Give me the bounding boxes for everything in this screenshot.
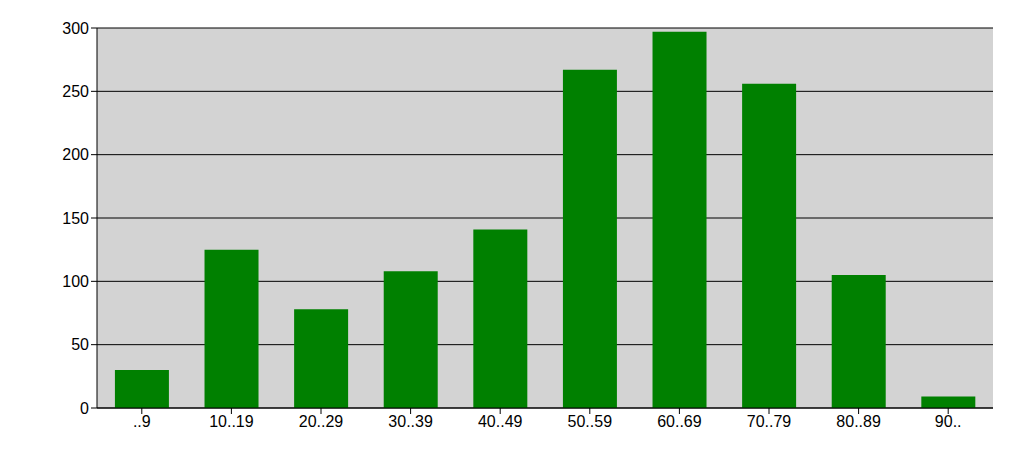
svg-text:50: 50 bbox=[71, 336, 89, 353]
svg-text:40..49: 40..49 bbox=[478, 413, 523, 430]
svg-text:50..59: 50..59 bbox=[568, 413, 613, 430]
svg-text:30..39: 30..39 bbox=[388, 413, 433, 430]
svg-text:200: 200 bbox=[62, 146, 89, 163]
svg-text:80..89: 80..89 bbox=[836, 413, 881, 430]
svg-text:250: 250 bbox=[62, 83, 89, 100]
svg-text:20..29: 20..29 bbox=[299, 413, 344, 430]
svg-text:10..19: 10..19 bbox=[209, 413, 254, 430]
svg-text:70..79: 70..79 bbox=[747, 413, 792, 430]
svg-text:..9: ..9 bbox=[133, 413, 151, 430]
svg-text:0: 0 bbox=[80, 400, 89, 417]
svg-text:150: 150 bbox=[62, 210, 89, 227]
svg-text:100: 100 bbox=[62, 273, 89, 290]
svg-text:90..: 90.. bbox=[935, 413, 962, 430]
svg-text:300: 300 bbox=[62, 20, 89, 37]
svg-text:60..69: 60..69 bbox=[657, 413, 702, 430]
